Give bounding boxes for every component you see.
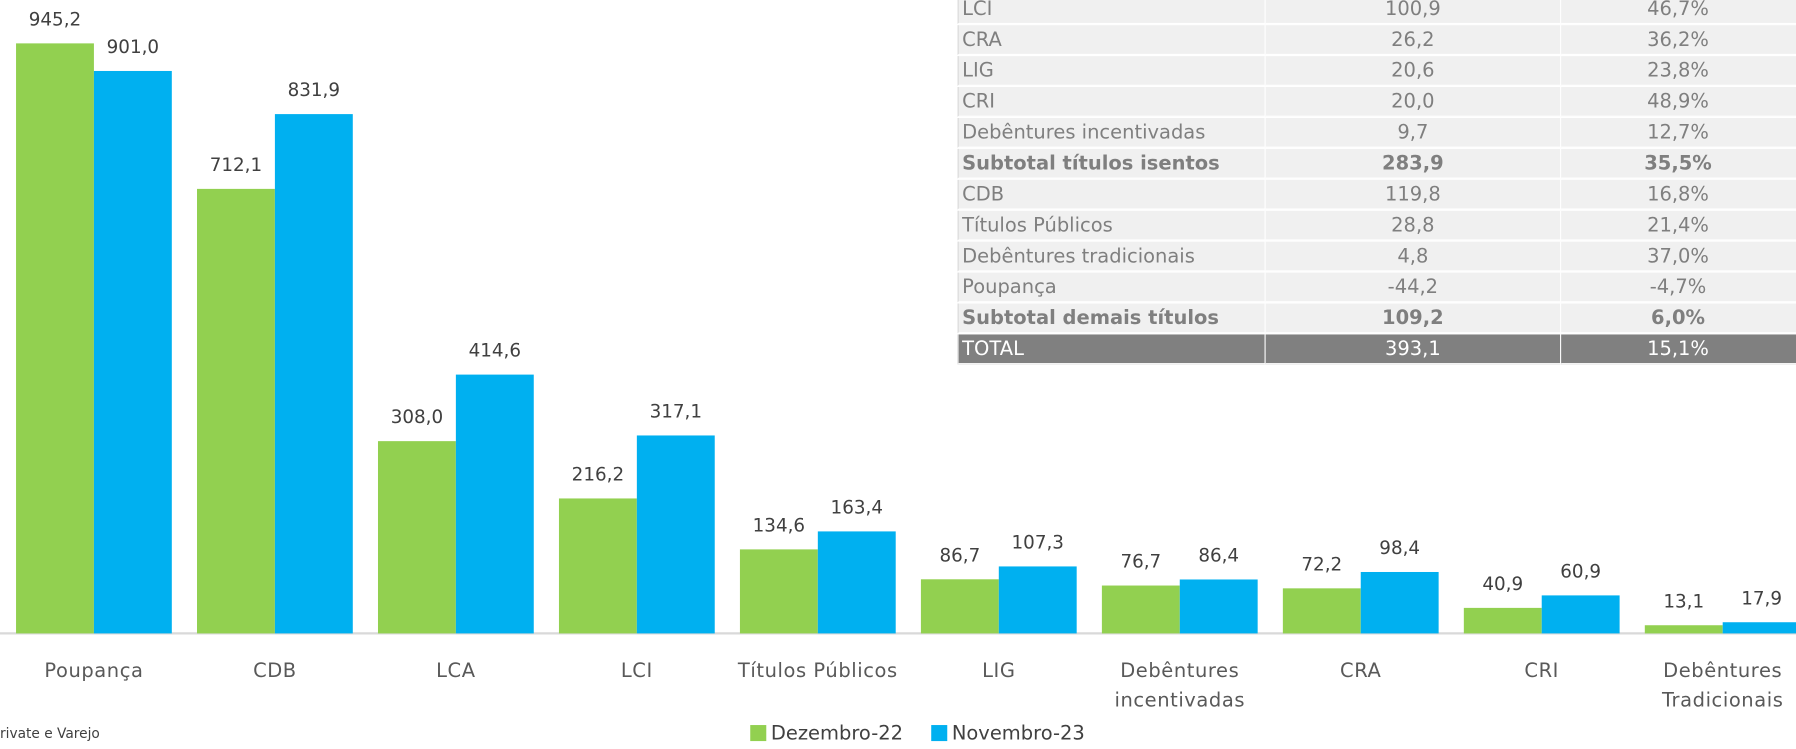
table-cell: 23,8% (1561, 56, 1796, 86)
table-cell: 12,7% (1561, 117, 1796, 148)
bar (920, 579, 999, 634)
table-cell: 48,9% (1561, 87, 1796, 117)
legend-label: Dezembro-22 (771, 722, 903, 745)
value-label: 86,7 (939, 545, 980, 566)
x-tick-label: CDB (253, 659, 297, 683)
x-tick-label: Poupança (44, 659, 144, 683)
table-cell: 119,8 (1265, 179, 1562, 210)
value-label: 98,4 (1379, 538, 1420, 559)
bar (1360, 571, 1439, 634)
bar (1722, 622, 1796, 634)
table-cell: Debêntures incentivadas (957, 117, 1266, 148)
value-label: 72,2 (1301, 554, 1342, 575)
bar (636, 435, 715, 634)
table-cell: Subtotal demais títulos (957, 303, 1266, 334)
legend-label: Novembro-23 (952, 722, 1085, 745)
table-cell: CDB (957, 179, 1266, 210)
value-label: 40,9 (1482, 574, 1523, 595)
value-label: 216,2 (572, 465, 624, 486)
bar (1463, 607, 1542, 634)
table-cell: 37,0% (1561, 241, 1796, 272)
table-cell: 109,2 (1265, 303, 1562, 334)
table-cell: 28,8 (1265, 210, 1562, 241)
legend-swatch (931, 725, 948, 742)
value-label: 60,9 (1560, 561, 1601, 582)
table-cell: 21,4% (1561, 210, 1796, 241)
table-cell: 36,2% (1561, 25, 1796, 55)
table-cell: 35,5% (1561, 148, 1796, 179)
x-tick-label: LIG (982, 659, 1016, 683)
value-label: 13,1 (1663, 591, 1704, 612)
table-cell: LCI (957, 0, 1266, 25)
table-cell: 20,0 (1265, 87, 1562, 117)
value-label: 712,1 (210, 155, 262, 176)
bar (1282, 588, 1361, 634)
value-label: 901,0 (107, 37, 159, 58)
bar (739, 549, 818, 634)
value-label: 86,4 (1198, 546, 1239, 567)
table-cell: 6,0% (1561, 303, 1796, 334)
bar (455, 374, 534, 634)
value-label: 17,9 (1741, 588, 1782, 609)
value-label: 107,3 (1012, 533, 1064, 554)
table-cell: 46,7% (1561, 0, 1796, 25)
x-tick-label: CRI (1524, 659, 1560, 683)
table-cell: 20,6 (1265, 56, 1562, 86)
table-cell: Poupança (957, 272, 1266, 303)
x-tick-label: LCI (620, 659, 653, 683)
x-tick-label: LCA (436, 659, 476, 683)
table-cell: 100,9 (1265, 0, 1562, 25)
table-cell: TOTAL (957, 334, 1266, 365)
bar (998, 566, 1077, 634)
table-cell: Subtotal títulos isentos (957, 148, 1266, 179)
x-tick-label: CRA (1340, 659, 1382, 683)
source: rivate e Varejo (0, 726, 100, 742)
legend-swatch (750, 725, 767, 742)
table-cell: 16,8% (1561, 179, 1796, 210)
bar (93, 70, 172, 634)
table-cell: 9,7 (1265, 117, 1562, 148)
bar (1541, 595, 1620, 634)
bar (16, 43, 94, 634)
table-cell: LIG (957, 56, 1266, 86)
value-label: 134,6 (753, 515, 805, 536)
value-label: 945,2 (29, 9, 81, 30)
value-label: 414,6 (469, 341, 521, 362)
table-cell: -44,2 (1265, 272, 1562, 303)
x-tick-label: Debêntures Tradicionais (1661, 659, 1784, 713)
bar (1101, 585, 1180, 634)
bar (817, 531, 896, 634)
value-label: 163,4 (831, 498, 883, 519)
bar (558, 498, 637, 634)
x-tick-label: Títulos Públicos (737, 659, 898, 683)
table-cell: CRI (957, 87, 1266, 117)
value-label: 76,7 (1120, 552, 1161, 573)
table-cell: 26,2 (1265, 25, 1562, 55)
table-cell: Títulos Públicos (957, 210, 1266, 241)
table-cell: CRA (957, 25, 1266, 55)
bar (1179, 579, 1258, 634)
table-cell: 283,9 (1265, 148, 1562, 179)
value-label: 831,9 (288, 80, 340, 101)
bar (1644, 625, 1723, 634)
table-cell: Debêntures tradicionais (957, 241, 1266, 272)
bar (274, 114, 353, 634)
value-label: 317,1 (650, 402, 702, 423)
table-cell: 4,8 (1265, 241, 1562, 272)
table-cell: 15,1% (1561, 334, 1796, 365)
table-cell: 393,1 (1265, 334, 1562, 365)
bar (197, 188, 275, 634)
table-cell: -4,7% (1561, 272, 1796, 303)
bar (377, 441, 456, 634)
x-tick-label: Debêntures incentivadas (1114, 659, 1246, 713)
value-label: 308,0 (391, 407, 443, 428)
